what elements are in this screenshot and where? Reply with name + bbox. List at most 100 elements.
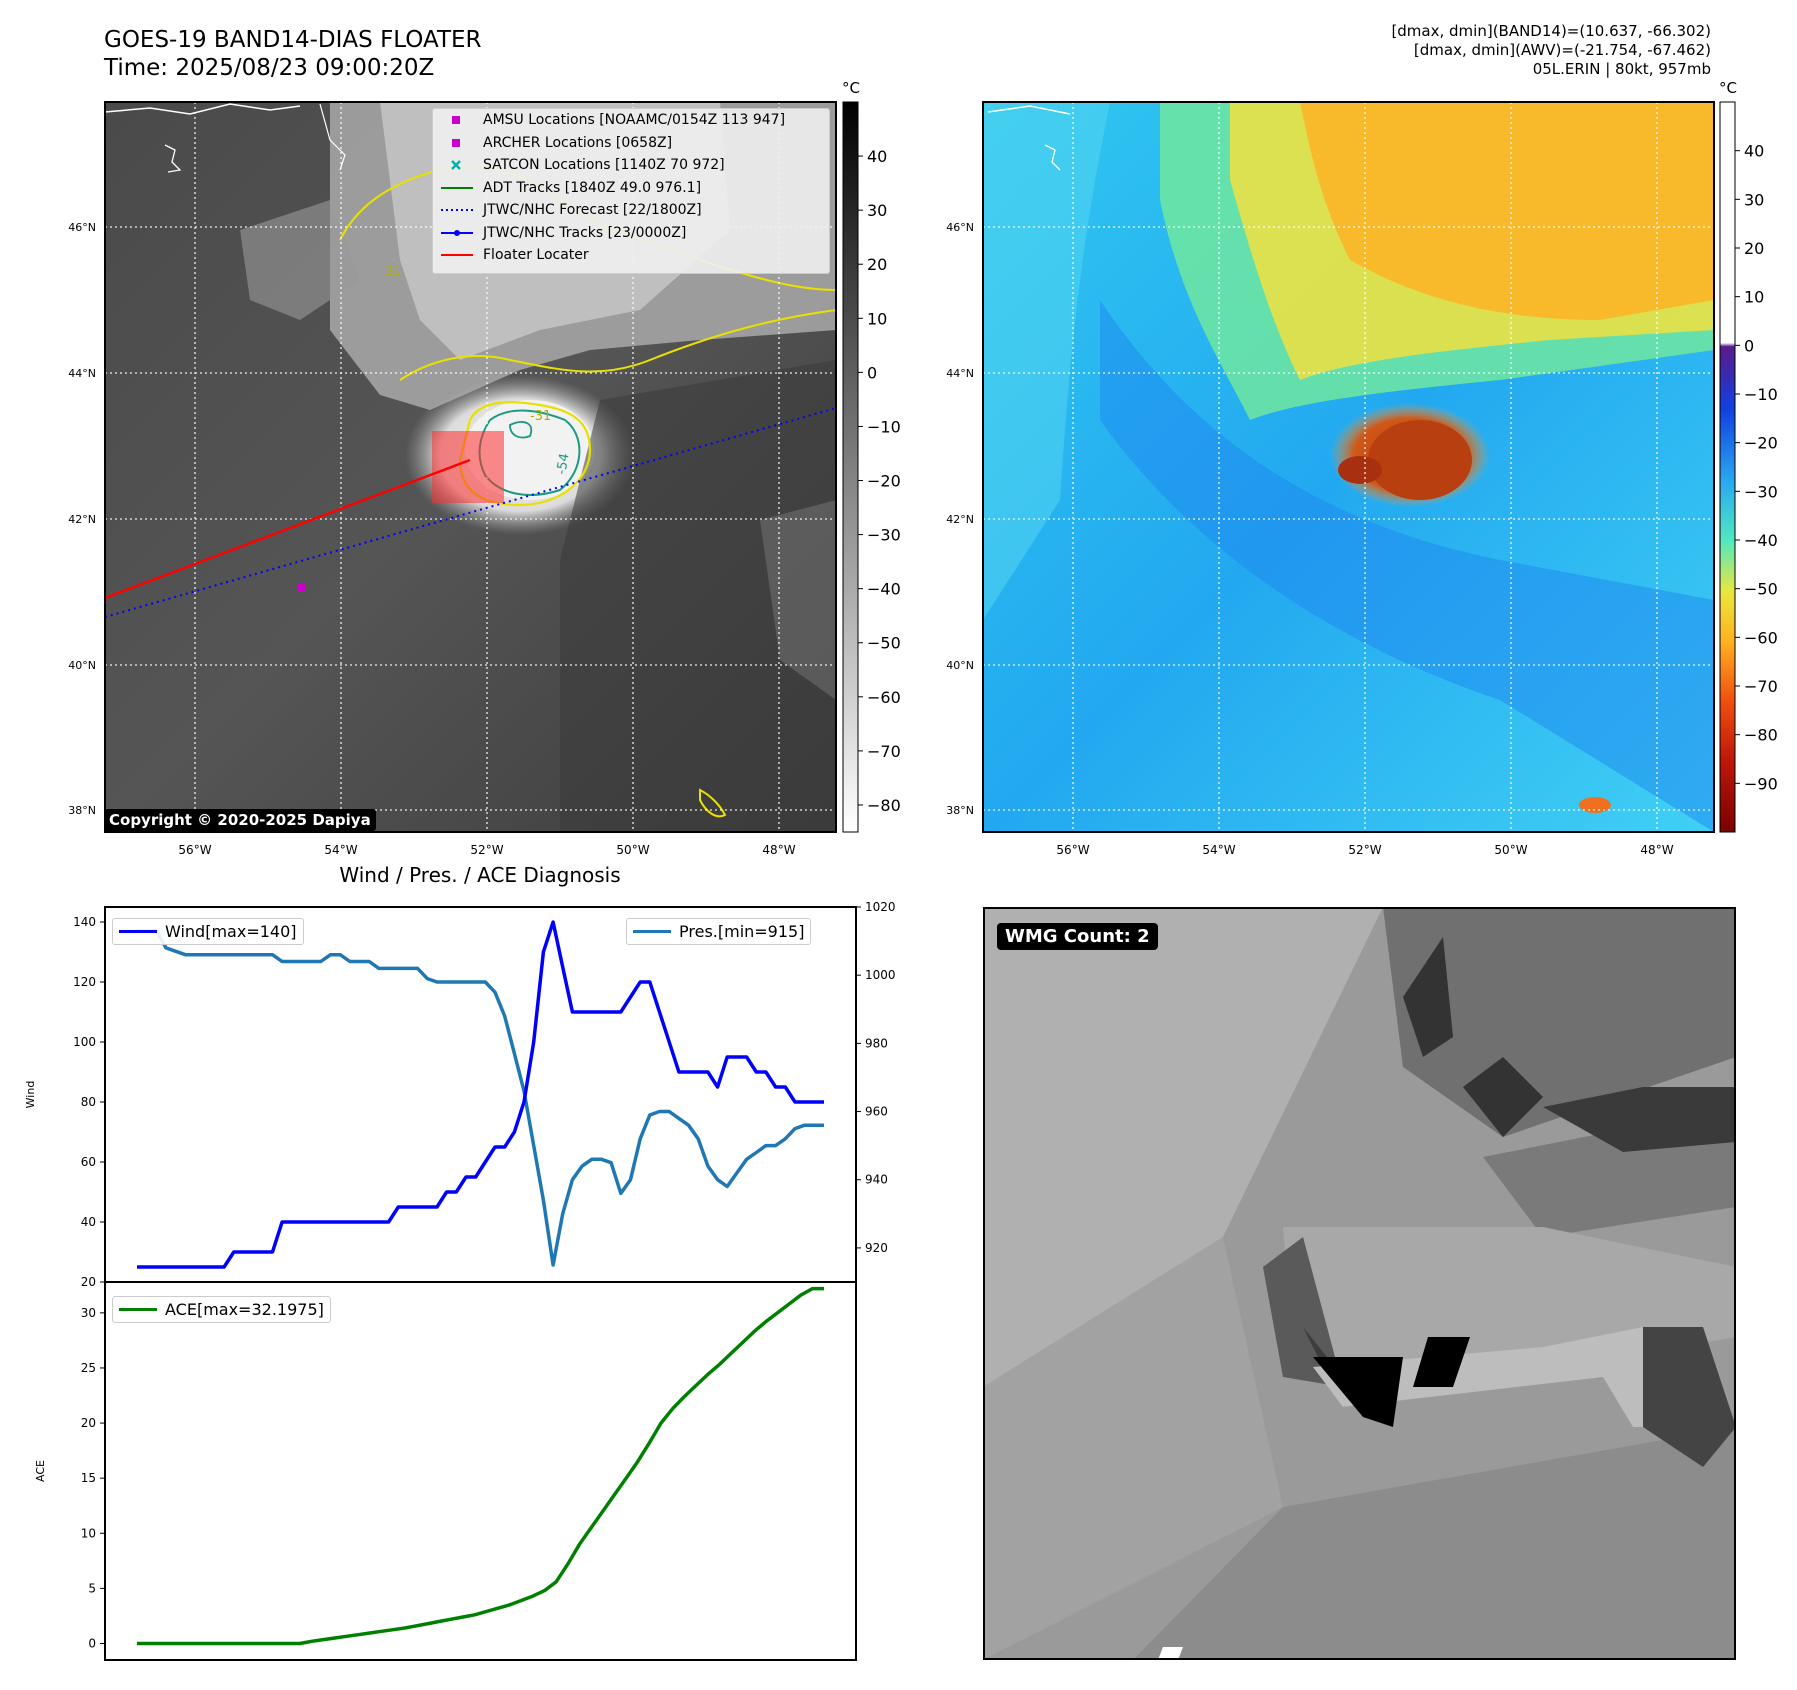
wv-gridlines: [983, 102, 1714, 832]
floater-locater-line: [105, 458, 471, 600]
pres-tick-label: 920: [865, 1241, 888, 1255]
ir-legend-rows: AMSU Locations [NOAAMC/0154Z 113 947] ARC…: [433, 109, 829, 267]
wv-colorbar-tick-label: 30: [1744, 190, 1764, 209]
floater-box: [432, 431, 504, 503]
wind-tick-label: 60: [81, 1155, 96, 1169]
wv-lat-labels: 46°N 44°N 42°N 40°N 38°N: [946, 221, 974, 817]
wind-tick-label: 20: [81, 1275, 96, 1289]
ir-colorbar-tick-label: 20: [867, 255, 887, 274]
ir-colorbar-tick-label: −10: [867, 417, 900, 436]
ir-lon-50: 50°W: [616, 843, 649, 857]
wv-colorbar-ticks: 40 30 20 10 0 −10 −20 −30 −40 −50 −60 −70 −80 −90: [1735, 142, 1778, 793]
pressure-series-line: [137, 929, 824, 1267]
wv-colorbar-tick-label: −90: [1744, 774, 1778, 793]
wv-lat-40: 40°N: [946, 659, 974, 672]
ir-legend-item: ARCHER Locations [0658Z]: [433, 132, 829, 155]
ir-legend-label: JTWC/NHC Tracks [23/0000Z]: [483, 224, 687, 241]
title-line-1: GOES-19 BAND14-DIAS FLOATER: [104, 27, 482, 53]
wv-image: [983, 102, 1714, 832]
diagnosis-title: Wind / Pres. / ACE Diagnosis: [339, 863, 621, 887]
wind-legend: Wind[max=140]: [112, 918, 304, 945]
title-line-2: Time: 2025/08/23 09:00:20Z: [104, 55, 435, 81]
ir-legend-label: SATCON Locations [1140Z 70 972]: [483, 157, 725, 174]
contour-label-3: -54: [554, 452, 572, 476]
wv-colorbar-tick-label: 40: [1744, 142, 1764, 161]
wind-series-line: [137, 920, 824, 1269]
contour-label-1: -31: [530, 409, 551, 424]
wv-colorbar-unit: °C: [1719, 79, 1737, 97]
wmg-frame: [983, 907, 1736, 1660]
wind-tick-label: 80: [81, 1095, 96, 1109]
ace-legend-label: ACE[max=32.1975]: [165, 1300, 324, 1319]
ir-lat-labels: 46°N 44°N 42°N 40°N 38°N: [68, 221, 96, 817]
ir-lat-38: 38°N: [68, 804, 96, 817]
ir-lat-46: 46°N: [68, 221, 96, 234]
wind-tick-label: 120: [73, 975, 96, 989]
wv-colorbar-tick-label: 20: [1744, 239, 1764, 258]
copyright-label: Copyright © 2020-2025 Dapiya: [104, 809, 376, 831]
ir-legend-item: AMSU Locations [NOAAMC/0154Z 113 947]: [433, 109, 829, 132]
ir-colorbar-tick-label: 40: [867, 147, 887, 166]
ir-legend-label: AMSU Locations [NOAAMC/0154Z 113 947]: [483, 112, 786, 129]
ir-legend-item: JTWC/NHC Forecast [22/1800Z]: [433, 199, 829, 222]
wind-axis-label: Wind: [24, 1081, 37, 1109]
ir-colorbar-tick-label: −40: [867, 580, 900, 599]
ace-axis-label: ACE: [34, 1460, 47, 1482]
wv-map-frame: [982, 101, 1715, 833]
wv-lon-48: 48°W: [1640, 843, 1673, 857]
wmg-image: [983, 907, 1736, 1660]
wind-tick-label: 40: [81, 1215, 96, 1229]
ace-legend-swatch: [119, 1308, 157, 1311]
ir-legend-marker: [441, 186, 473, 189]
ir-legend-label: ADT Tracks [1840Z 49.0 976.1]: [483, 179, 702, 196]
ir-legend-label: Floater Locater: [483, 247, 589, 264]
forecast-track-line: [105, 407, 836, 618]
wv-lon-50: 50°W: [1494, 843, 1527, 857]
wv-lat-46: 46°N: [946, 221, 974, 234]
ir-colorbar-tick-label: −80: [867, 796, 900, 815]
wv-colorbar-tick-label: −40: [1744, 531, 1778, 550]
pres-tick-label: 1000: [865, 968, 896, 982]
ir-legend-marker: [441, 209, 473, 212]
ir-lon-labels: 56°W 54°W 52°W 50°W 48°W: [178, 843, 795, 857]
ir-lat-42: 42°N: [68, 513, 96, 526]
ir-legend-label: JTWC/NHC Forecast [22/1800Z]: [483, 202, 702, 219]
pres-tick-label: 980: [865, 1036, 888, 1050]
wv-lon-52: 52°W: [1348, 843, 1381, 857]
wv-colorbar-tick-label: 10: [1744, 288, 1764, 307]
stats-line-1: [dmax, dmin](BAND14)=(10.637, -66.302): [1391, 22, 1711, 40]
wv-colorbar: [1719, 101, 1736, 833]
wv-lon-54: 54°W: [1202, 843, 1235, 857]
wind-legend-swatch: [119, 930, 157, 933]
ir-colorbar-tick-label: −20: [867, 472, 900, 491]
ir-colorbar: [842, 101, 859, 833]
pres-legend-label: Pres.[min=915]: [679, 922, 805, 941]
wv-colorbar-tick-label: −10: [1744, 385, 1778, 404]
ir-lat-40: 40°N: [68, 659, 96, 672]
ir-colorbar-tick-label: 10: [867, 309, 887, 328]
wv-lat-42: 42°N: [946, 513, 974, 526]
ace-tick-label: 30: [81, 1306, 96, 1320]
ace-axes-frame: [104, 1281, 857, 1661]
wind-tick-label: 100: [73, 1035, 96, 1049]
wind-legend-label: Wind[max=140]: [165, 922, 297, 941]
ace-tick-label: 15: [81, 1471, 96, 1485]
wv-colorbar-tick-label: −70: [1744, 677, 1778, 696]
ir-lat-44: 44°N: [68, 367, 96, 380]
ir-colorbar-ticks: 40 30 20 10 0 −10 −20 −30 −40 −50 −60 −70 −80: [858, 147, 900, 815]
contour-label-2: -31: [380, 264, 401, 279]
ace-tick-label: 25: [81, 1361, 96, 1375]
figure-title: GOES-19 BAND14-DIAS FLOATER Time: 2025/0…: [104, 26, 482, 82]
ir-legend-item: JTWC/NHC Tracks [23/0000Z]: [433, 222, 829, 245]
ir-legend-item: ADT Tracks [1840Z 49.0 976.1]: [433, 177, 829, 200]
wv-colorbar-tick-label: −60: [1744, 628, 1778, 647]
wv-lon-labels: 56°W 54°W 52°W 50°W 48°W: [1056, 843, 1673, 857]
ir-colorbar-tick-label: 0: [867, 363, 877, 382]
wv-lat-44: 44°N: [946, 367, 974, 380]
ir-legend-marker: [441, 254, 473, 257]
wv-map-panel: 46°N 44°N 42°N 40°N 38°N 56°W 54°W 52°W …: [946, 79, 1778, 857]
amsu-marker: [298, 583, 306, 591]
wind-tick-label: 140: [73, 915, 96, 929]
wv-colorbar-tick-label: 0: [1744, 336, 1754, 355]
ir-lon-52: 52°W: [470, 843, 503, 857]
